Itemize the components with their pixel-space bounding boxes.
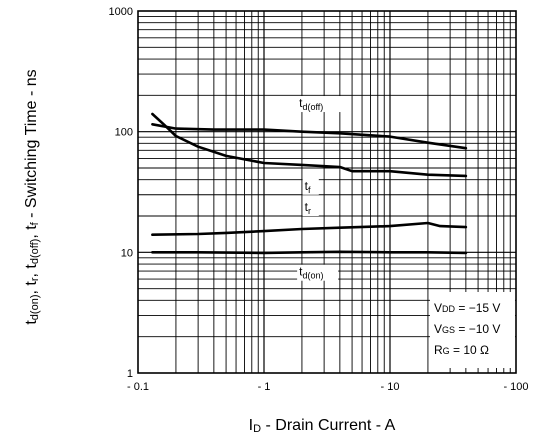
series-label-bg <box>302 200 319 217</box>
annotations: td(off) tf tr td(on) VDD = −15 V VGS = −10 V R… <box>297 96 515 368</box>
series-label-tdon: td(on) <box>297 264 339 281</box>
series-label-bg <box>297 264 339 281</box>
y-axis-title: td(on), tr, td(off), tf - Switching Time… <box>23 69 41 324</box>
series-line-tr <box>151 221 468 236</box>
tick-labels: - 0.1 - 1 - 10 - 100 1 10 100 1000 <box>109 6 529 393</box>
y-tick-label: 1 <box>127 368 133 380</box>
x-axis-title: ID - Drain Current - A <box>249 417 396 435</box>
test-conditions: VDD = −15 V VGS = −10 V RG = 10 Ω <box>430 292 515 368</box>
condition-line: VDD = −15 V <box>434 301 500 315</box>
series-label-tdoff: td(off) <box>297 96 345 113</box>
condition-line: RG = 10 Ω <box>434 343 489 357</box>
x-tick-label: - 1 <box>258 381 271 393</box>
x-tick-label: - 10 <box>381 381 400 393</box>
series-label-bg <box>297 96 345 113</box>
series-label-text: tr <box>305 200 311 216</box>
y-tick-label: 1000 <box>109 6 133 18</box>
series-layer <box>151 112 468 255</box>
conditions-box <box>430 292 515 368</box>
series-line-tdoff <box>151 123 468 150</box>
series-line-tf <box>151 112 468 178</box>
y-tick-label: 10 <box>121 247 133 259</box>
series-label-text: td(on) <box>299 265 323 281</box>
condition-line: VGS = −10 V <box>434 322 500 336</box>
series-label-tr: tr <box>302 200 319 217</box>
series-label-tf: tf <box>302 178 319 195</box>
plot-frame <box>137 10 517 374</box>
series-line-tdon <box>151 250 468 255</box>
y-tick-label: 100 <box>115 127 133 139</box>
x-tick-label: - 0.1 <box>127 381 149 393</box>
x-tick-label: - 100 <box>503 381 528 393</box>
series-label-text: td(off) <box>299 96 323 112</box>
series-label-text: tf <box>305 179 311 195</box>
series-label-bg <box>302 178 319 195</box>
